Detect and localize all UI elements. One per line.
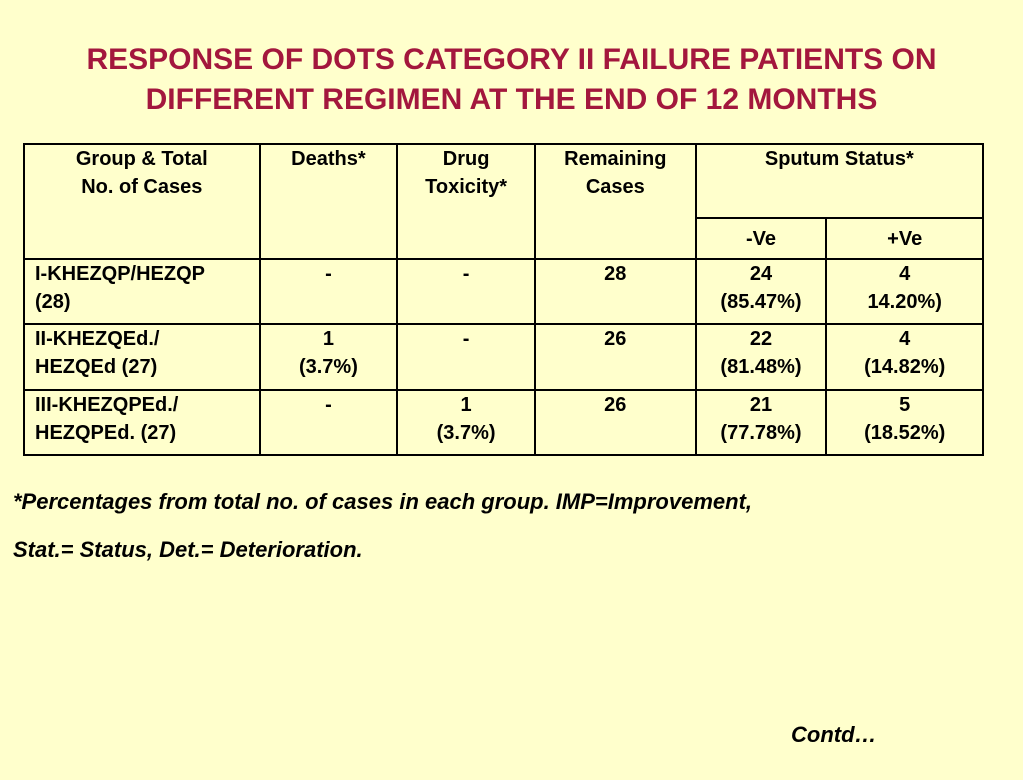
table-header-row: Group & Total No. of Cases Deaths* Drug … — [23, 143, 985, 260]
header-remaining-line: Remaining — [564, 148, 667, 170]
negative-count: 21 — [749, 394, 773, 416]
deaths-percent: (3.7%) — [298, 356, 358, 378]
cell-group: II-KHEZQEd./ HEZQEd (27) — [23, 323, 261, 391]
table-row: II-KHEZQEd./ HEZQEd (27) 1 (3.7%) - 26 2… — [23, 323, 984, 391]
cell-sputum-negative: 22 (81.48%) — [694, 323, 828, 391]
cell-sputum-negative: 21 (77.78%) — [694, 389, 828, 456]
slide-title: RESPONSE OF DOTS CATEGORY II FAILURE PAT… — [0, 40, 1023, 120]
drug-toxicity-value: - — [462, 328, 470, 350]
header-deaths: Deaths* — [258, 143, 399, 260]
footnote-line-2: Stat.= Status, Det.= Deterioration. — [13, 537, 363, 562]
header-group-line: No. of Cases — [81, 176, 203, 198]
cell-remaining: 26 — [533, 323, 697, 391]
positive-percent: (18.52%) — [864, 422, 946, 444]
cell-drug-toxicity: - — [396, 323, 536, 391]
negative-percent: (85.47%) — [720, 291, 802, 313]
table-subheader-row: -Ve +Ve — [24, 217, 984, 260]
group-name: III-KHEZQPEd./ — [35, 394, 179, 416]
deaths-value: - — [325, 394, 332, 416]
title-line-2: DIFFERENT REGIMEN AT THE END OF 12 MONTH… — [145, 83, 878, 116]
deaths-value: - — [325, 263, 332, 285]
table-row: III-KHEZQPEd./ HEZQPEd. (27) - 1 (3.7%) … — [23, 389, 984, 456]
header-drug-toxicity-line: Toxicity* — [425, 176, 508, 198]
negative-count: 24 — [749, 263, 773, 285]
negative-percent: (77.78%) — [720, 422, 802, 444]
group-count: HEZQEd (27) — [35, 356, 158, 378]
header-drug-toxicity-line: Drug — [442, 148, 490, 170]
cell-sputum-negative: 24 (85.47%) — [694, 258, 828, 325]
group-name: II-KHEZQEd./ — [35, 328, 160, 350]
header-group: Group & Total No. of Cases — [23, 143, 261, 260]
results-table: Group & Total No. of Cases Deaths* Drug … — [23, 143, 985, 456]
positive-percent: 14.20%) — [867, 291, 942, 313]
cell-remaining: 28 — [533, 258, 697, 325]
footnote-line-1: *Percentages from total no. of cases in … — [13, 489, 753, 514]
header-group-line: Group & Total — [75, 148, 208, 170]
continued-label: Contd… — [791, 722, 877, 747]
header-sputum-negative: -Ve — [694, 217, 828, 260]
cell-deaths: 1 (3.7%) — [258, 323, 399, 391]
cell-group: III-KHEZQPEd./ HEZQPEd. (27) — [23, 389, 261, 456]
cell-sputum-positive: 4 (14.82%) — [825, 323, 984, 391]
group-count: HEZQPEd. (27) — [35, 422, 177, 444]
cell-group: I-KHEZQP/HEZQP (28) — [23, 258, 261, 325]
positive-percent: (14.82%) — [864, 356, 946, 378]
table-row: I-KHEZQP/HEZQP (28) - - 28 24 (85.47%) 4… — [23, 258, 984, 325]
drug-toxicity-percent: (3.7%) — [436, 422, 496, 444]
positive-count: 5 — [899, 394, 911, 416]
footnote: *Percentages from total no. of cases in … — [13, 478, 752, 574]
title-line-1: RESPONSE OF DOTS CATEGORY II FAILURE PAT… — [86, 43, 937, 76]
cell-remaining: 26 — [533, 389, 697, 456]
positive-count: 4 — [899, 263, 911, 285]
header-drug-toxicity: Drug Toxicity* — [396, 143, 536, 260]
cell-sputum-positive: 4 14.20%) — [825, 258, 984, 325]
deaths-value: 1 — [322, 328, 334, 350]
header-remaining-line: Cases — [585, 176, 645, 198]
positive-count: 4 — [899, 328, 911, 350]
cell-sputum-positive: 5 (18.52%) — [825, 389, 984, 456]
group-count: (28) — [35, 291, 71, 313]
header-sputum-status: Sputum Status* — [694, 143, 985, 219]
cell-drug-toxicity: 1 (3.7%) — [396, 389, 536, 456]
header-remaining-cases: Remaining Cases — [533, 143, 697, 260]
header-sputum-positive: +Ve — [825, 217, 984, 260]
cell-drug-toxicity: - — [396, 258, 536, 325]
group-name: I-KHEZQP/HEZQP — [35, 263, 206, 285]
cell-deaths: - — [258, 258, 399, 325]
negative-count: 22 — [749, 328, 773, 350]
drug-toxicity-value: 1 — [460, 394, 472, 416]
cell-deaths: - — [258, 389, 399, 456]
negative-percent: (81.48%) — [720, 356, 802, 378]
drug-toxicity-value: - — [462, 263, 470, 285]
